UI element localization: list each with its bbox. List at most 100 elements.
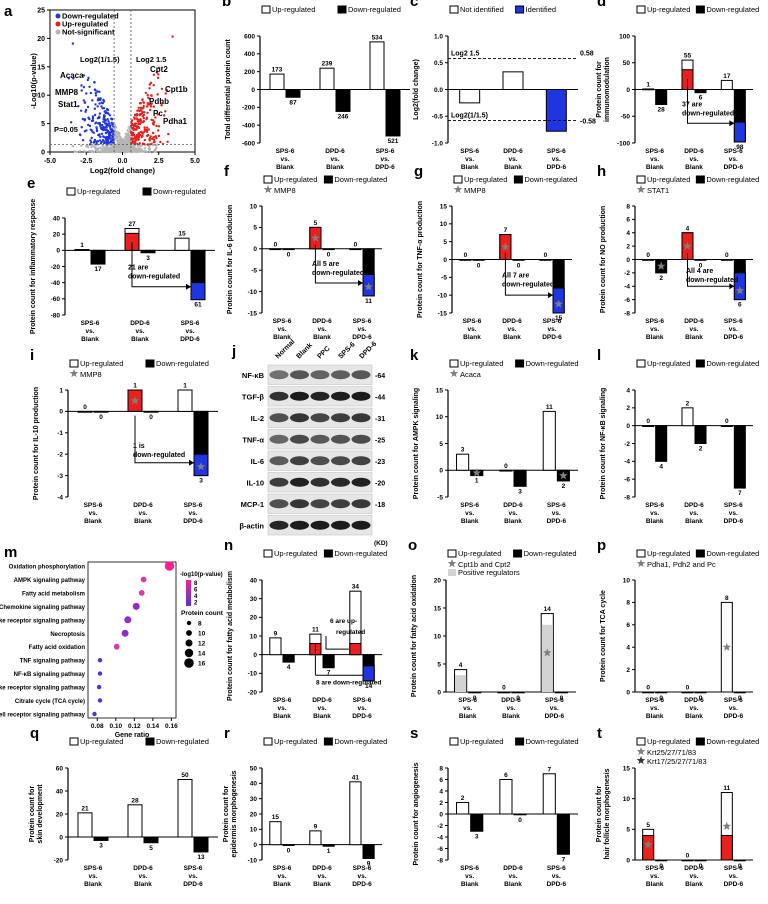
volcano-point: [131, 127, 134, 130]
blot-band: [269, 456, 289, 466]
legend-up-swatch: [263, 737, 273, 746]
blot-band: [351, 456, 371, 466]
protein-label: TGF-β: [242, 392, 264, 401]
bar-up: [642, 88, 655, 91]
volcano-point: [135, 125, 138, 128]
volcano-point: [126, 138, 129, 141]
category-label: SPS-6: [724, 502, 743, 509]
pathway-bubble: [121, 629, 129, 637]
y-tick-label: 5: [437, 661, 441, 668]
volcano-point: [87, 76, 90, 80]
y-tick-label: 8: [439, 765, 443, 772]
bar-chart-k: Up-regulated Down-regulatedAcaca-5051015P…: [413, 359, 579, 525]
protein-label: TNF-α: [242, 435, 264, 444]
bar-down-value-label: 14: [365, 683, 373, 690]
legend-down-swatch: [337, 5, 347, 14]
volcano-point: [110, 117, 113, 121]
category-label: Blank: [84, 518, 102, 525]
gene-label: Cpt2: [150, 65, 168, 74]
legend-down-label: Down-regulated: [334, 737, 387, 746]
category-label: Blank: [646, 713, 664, 720]
category-label: vs.: [729, 326, 738, 333]
volcano-point: [93, 107, 97, 110]
bar-up-value-label: 15: [178, 231, 186, 238]
legend-star-label: Krt25/27/71/83: [647, 748, 696, 757]
category-label: vs.: [357, 873, 366, 880]
panel-label-t: t: [597, 725, 602, 742]
bar-down: [362, 844, 375, 859]
volcano-point: [145, 116, 149, 120]
pathway-label: Citrate cycle (TCA cycle): [15, 699, 85, 705]
y-tick-label: 50: [250, 765, 258, 772]
bar-up-value-label: 1: [80, 242, 84, 249]
bar-chart-f: Up-regulated Down-regulated MMP8 -15 -10 -5 0 5…: [227, 175, 387, 341]
category-label: Blank: [461, 881, 479, 888]
y-tick-label: 0: [626, 87, 630, 94]
y-tick-label: -20: [248, 689, 258, 696]
legend-down-label: Down-regulated: [334, 549, 387, 558]
y-tick-label: 15: [434, 605, 442, 612]
volcano-point: [92, 131, 96, 134]
blot-band: [290, 499, 309, 509]
legend-down-label: Down-regulated: [706, 5, 759, 14]
y-tick-label: -5: [441, 275, 447, 282]
y-axis-label: Protein count for: [29, 786, 36, 843]
legend-up-swatch: [263, 549, 273, 558]
y-tick-label: 10: [37, 93, 45, 100]
volcano-point: [149, 108, 152, 112]
y-tick-label: 0: [626, 689, 630, 696]
y-tick-label: -80: [51, 312, 61, 319]
y-tick-label: -5: [251, 268, 257, 275]
bar-down-value-label: 0: [699, 262, 703, 269]
bar-down-value-label: 61: [194, 302, 202, 309]
bar-up-value-label: 41: [352, 774, 360, 781]
category-label: DPD-6: [724, 713, 744, 720]
volcano-point: [142, 101, 146, 104]
volcano-point: [99, 98, 102, 102]
legend-down-label: Down-regulated: [706, 175, 759, 184]
bar-up-value-label: 11: [723, 785, 730, 792]
size-legend-label: 14: [198, 651, 206, 658]
legend-star-label: STAT1: [647, 186, 669, 195]
category-label: vs.: [650, 326, 659, 333]
bar-down-value-label: 0: [560, 695, 564, 702]
size-legend-label: 10: [198, 631, 206, 638]
arrow-line: [134, 415, 194, 464]
volcano-point: [95, 129, 99, 132]
bar-down-value-label: 2: [562, 483, 566, 490]
reference-value: 0.58: [580, 50, 594, 57]
bar-down: [470, 813, 484, 832]
bar-up-value-label: 0: [646, 685, 650, 692]
bar-up-value-label: 0: [83, 404, 87, 411]
annotation-text: down-regulated: [128, 274, 180, 281]
x-tick-label: 0.08: [91, 723, 104, 730]
volcano-point: [96, 140, 99, 143]
kd-label: -25: [375, 437, 385, 444]
volcano-point: [106, 148, 110, 152]
category-label: SPS-6: [645, 697, 664, 704]
volcano-point: [150, 102, 153, 105]
y-axis-label: epidermis morphogenesis: [231, 770, 238, 857]
pathway-bubble: [124, 616, 132, 624]
legend-dot: [55, 13, 61, 19]
volcano-point: [90, 141, 93, 144]
y-tick-label: 0: [251, 87, 255, 94]
bar-up-value-label: 34: [352, 584, 360, 591]
y-tick-label: -2: [57, 452, 63, 459]
category-label: DPD-6: [542, 334, 562, 341]
bar-up-value-label: 27: [128, 221, 136, 228]
y-tick-label: -10: [248, 671, 258, 678]
category-label: Blank: [685, 881, 703, 888]
gene-label: Pdhb: [149, 97, 169, 106]
bar-star-icon: [722, 642, 732, 651]
bar-up-value-label: 0: [646, 252, 650, 259]
category-label: Blank: [504, 881, 522, 888]
volcano-point: [73, 150, 77, 153]
volcano-point: [135, 150, 138, 154]
bar-down: [554, 691, 568, 694]
volcano-point: [121, 145, 124, 148]
bar-up-value-label: 4: [686, 225, 690, 232]
bar-chart-p: Up-regulated Down-regulated Pdha1, Pdh2 an…: [600, 549, 759, 720]
volcano-point: [157, 66, 161, 70]
bar-up-value-label: 0: [504, 463, 508, 470]
